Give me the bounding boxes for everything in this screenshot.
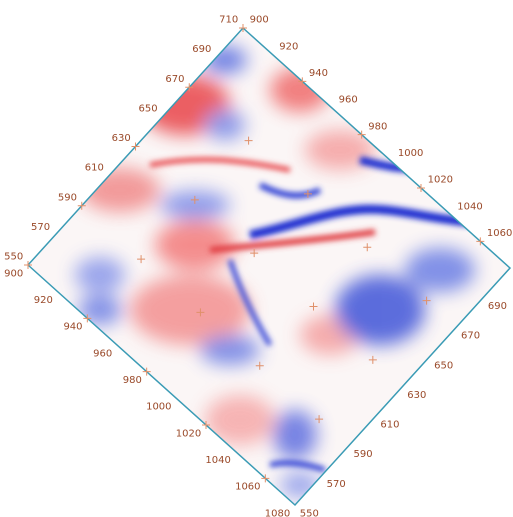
x-tick-label: 940 [63,322,82,333]
map-image [0,0,513,517]
y-tick-label: 650 [138,103,157,114]
y-tick-label: 590 [354,449,373,460]
x-tick-label: 1020 [428,175,453,186]
y-tick-label: 710 [219,15,238,26]
x-tick-label: 960 [93,348,112,359]
y-tick-label: 690 [488,301,507,312]
chart: 900 900 920 920 940 940 960 960 980 980 1000 1000 10… [0,0,513,517]
x-tick-label: 980 [368,121,387,132]
x-tick-label: 1080 [265,508,290,517]
x-tick-label: 920 [34,295,53,306]
x-tick-label: 960 [339,95,358,106]
x-tick-label: 980 [123,375,142,386]
y-tick-label: 610 [380,420,399,431]
x-tick-label: 900 [4,268,23,279]
y-tick-label: 550 [300,508,319,517]
y-tick-label: 610 [85,163,104,174]
y-tick-label: 670 [165,74,184,85]
x-tick-label: 1020 [176,428,201,439]
y-tick-label: 650 [434,360,453,371]
x-tick-label: 1040 [205,455,230,466]
y-tick-label: 630 [407,390,426,401]
x-tick-label: 1040 [457,201,482,212]
x-tick-label: 900 [250,15,269,26]
x-tick-label: 1000 [398,148,423,159]
x-tick-label: 1060 [235,482,260,493]
y-tick-label: 670 [461,331,480,342]
y-tick-label: 690 [192,44,211,55]
x-tick-label: 1000 [146,402,171,413]
y-tick-label: 550 [4,252,23,263]
x-tick-label: 1060 [487,228,512,239]
y-tick-label: 570 [327,479,346,490]
y-tick-label: 630 [112,133,131,144]
y-tick-label: 590 [58,192,77,203]
x-tick-label: 940 [309,68,328,79]
y-tick-label: 570 [31,222,50,233]
x-tick-label: 920 [279,41,298,52]
